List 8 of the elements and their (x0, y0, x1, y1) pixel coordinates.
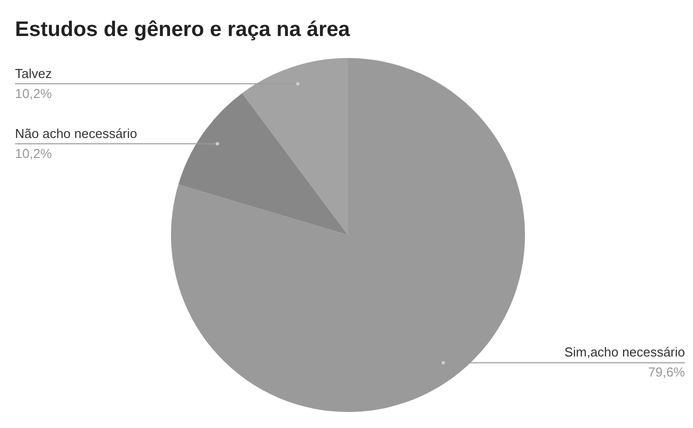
chart-title: Estudos de gênero e raça na área (15, 18, 350, 41)
slice-label: Não acho necessário (15, 126, 138, 141)
pie-slice (178, 93, 348, 235)
slice-label: Sim,acho necessário (564, 344, 685, 360)
data-label: 10,2% (15, 86, 52, 101)
data-label: 10,2% (15, 146, 52, 161)
data-label: 79,6% (648, 364, 686, 380)
slice-label: Talvez (15, 66, 52, 81)
